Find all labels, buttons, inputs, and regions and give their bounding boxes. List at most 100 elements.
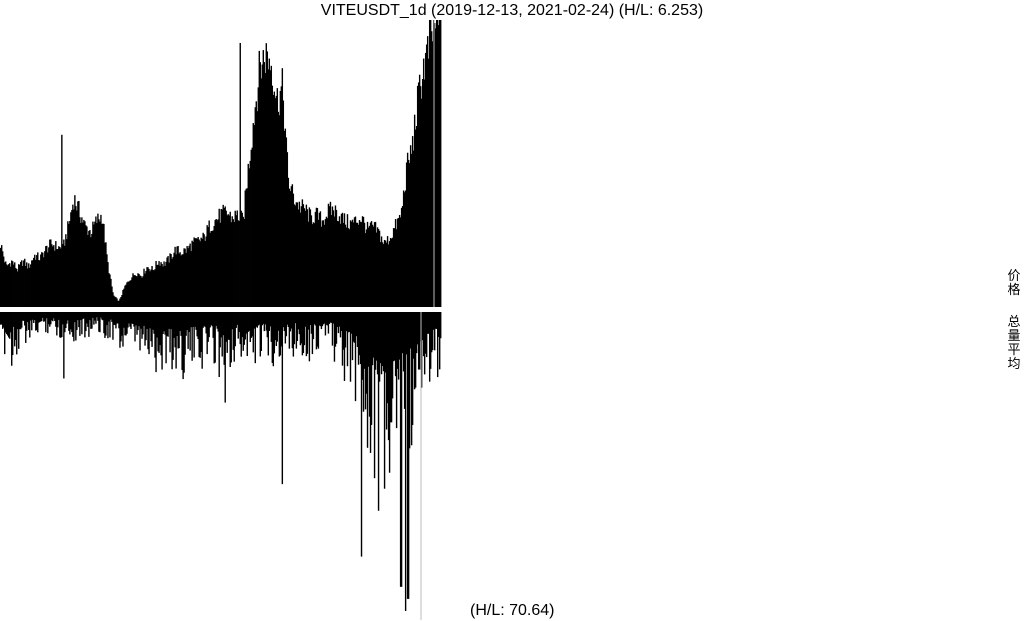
volume-bar	[431, 312, 434, 351]
volume-bar	[218, 312, 220, 378]
volume-bar	[330, 312, 333, 323]
price-bar	[397, 217, 400, 307]
price-bar	[304, 210, 307, 307]
volume-bar	[245, 312, 247, 334]
price-bar	[275, 95, 278, 307]
volume-bar	[174, 312, 176, 348]
price-bar	[213, 225, 215, 307]
price-bar	[268, 58, 271, 307]
price-bar	[100, 214, 102, 307]
volume-bar	[326, 312, 329, 326]
price-bar	[423, 79, 426, 308]
volume-bar	[294, 312, 297, 324]
price-bar	[303, 208, 306, 307]
volume-bar	[27, 312, 29, 323]
volume-bar	[391, 312, 394, 399]
price-bar	[305, 204, 308, 307]
volume-bar	[95, 312, 97, 324]
volume-bar	[82, 312, 84, 320]
price-bar	[271, 85, 274, 307]
volume-bar	[49, 312, 51, 327]
price-bar	[102, 223, 104, 307]
price-bar	[435, 20, 438, 307]
volume-bar	[426, 312, 429, 334]
price-bar	[200, 237, 202, 307]
price-bar	[383, 239, 386, 307]
volume-bar	[22, 312, 24, 321]
volume-bar	[401, 312, 404, 354]
volume-bar	[354, 312, 357, 402]
price-bar	[341, 212, 344, 307]
volume-bar	[132, 312, 134, 324]
volume-bar	[66, 312, 68, 324]
price-bar	[242, 216, 244, 307]
volume-bar	[0, 312, 2, 325]
volume-bar	[337, 312, 340, 334]
volume-bar	[306, 312, 309, 354]
price-bar	[318, 212, 321, 307]
volume-bar	[350, 312, 353, 334]
price-bar	[380, 236, 383, 307]
volume-bar	[352, 312, 355, 342]
price-bar	[63, 239, 65, 307]
volume-bar	[89, 312, 91, 321]
volume-bar	[64, 312, 66, 333]
price-bar	[92, 221, 94, 307]
price-bar	[315, 207, 318, 307]
price-bar	[302, 204, 305, 307]
volume-bar	[262, 312, 264, 324]
volume-bar	[386, 312, 389, 404]
volume-bar	[428, 312, 431, 382]
volume-bar	[93, 312, 95, 325]
volume-bar	[397, 312, 400, 380]
volume-bar	[37, 312, 39, 333]
price-bar	[360, 222, 363, 307]
price-bar	[163, 261, 165, 307]
volume-bar	[69, 312, 71, 335]
volume-bar	[173, 312, 175, 338]
volume-bar	[331, 312, 334, 346]
volume-bar	[189, 312, 191, 351]
price-bar	[84, 221, 86, 307]
price-bar	[331, 206, 334, 307]
volume-bar	[163, 312, 165, 332]
price-bar	[421, 79, 424, 307]
volume-bar	[259, 312, 261, 357]
volume-bar	[242, 312, 244, 351]
price-bar	[312, 222, 315, 307]
volume-bar	[367, 312, 370, 367]
volume-bar	[147, 312, 149, 350]
volume-bar	[249, 312, 251, 343]
price-bar	[142, 276, 144, 307]
volume-bar	[334, 312, 337, 347]
price-bar	[359, 221, 362, 307]
price-bar	[107, 262, 109, 307]
price-bar	[300, 206, 303, 307]
volume-bar	[103, 312, 105, 334]
price-bar	[221, 209, 223, 307]
price-bar	[133, 275, 135, 307]
volume-bar	[123, 312, 125, 328]
volume-bar	[28, 312, 30, 330]
volume-bar	[288, 312, 291, 349]
price-bar	[229, 211, 231, 307]
price-bar	[438, 20, 441, 307]
volume-bar	[44, 312, 46, 322]
volume-bar	[414, 312, 417, 388]
volume-bar	[180, 312, 182, 336]
price-bar	[194, 238, 196, 307]
volume-bar	[427, 312, 430, 334]
price-bar	[160, 262, 162, 307]
volume-bar	[142, 312, 144, 335]
price-bar	[204, 240, 206, 307]
volume-bar	[275, 312, 278, 347]
price-bar	[252, 123, 254, 307]
volume-bar	[161, 312, 163, 370]
volume-bar	[106, 312, 108, 326]
price-bar	[215, 218, 217, 307]
volume-bar	[97, 312, 99, 321]
price-bar	[13, 264, 15, 307]
price-bar	[299, 212, 302, 307]
price-bar	[22, 265, 24, 307]
price-bar	[285, 137, 288, 307]
